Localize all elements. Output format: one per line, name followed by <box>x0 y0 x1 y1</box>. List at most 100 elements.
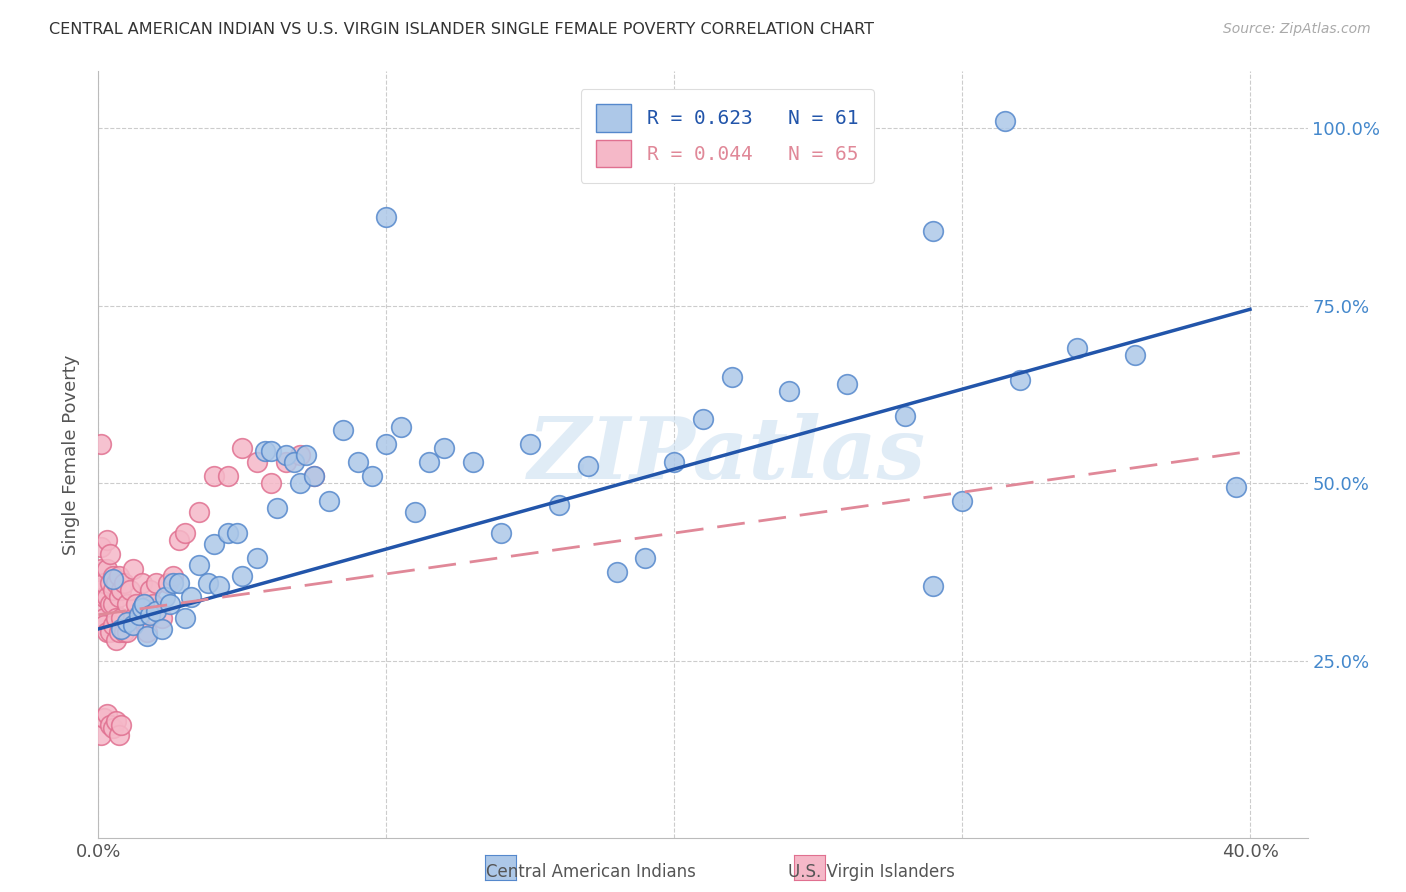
Point <box>994 114 1017 128</box>
Point <box>1123 349 1146 363</box>
Point <box>346 455 368 469</box>
Point <box>101 722 124 736</box>
Point <box>150 622 173 636</box>
Point <box>375 437 398 451</box>
Point <box>217 526 239 541</box>
Point <box>231 568 253 582</box>
Point <box>120 582 142 597</box>
Point <box>692 412 714 426</box>
Point <box>96 625 118 640</box>
Point <box>125 597 148 611</box>
Point <box>96 707 118 722</box>
Point <box>150 611 173 625</box>
Point <box>283 455 305 469</box>
Point <box>110 611 132 625</box>
Text: U.S. Virgin Islanders: U.S. Virgin Islanders <box>789 863 955 881</box>
Point <box>375 210 398 224</box>
Point <box>159 597 181 611</box>
Point <box>122 611 145 625</box>
Point <box>389 419 412 434</box>
Point <box>288 448 311 462</box>
Point <box>576 458 599 473</box>
Point <box>173 611 195 625</box>
Text: Central American Indians: Central American Indians <box>485 863 696 881</box>
Text: ZIPatlas: ZIPatlas <box>529 413 927 497</box>
Point <box>107 625 129 640</box>
Point <box>104 632 127 647</box>
Point <box>101 568 124 582</box>
Point <box>134 597 156 611</box>
Point <box>134 597 156 611</box>
Point <box>153 590 176 604</box>
Point <box>634 550 657 565</box>
Point <box>156 575 179 590</box>
Point <box>136 629 159 643</box>
Point <box>101 582 124 597</box>
Point <box>107 729 129 743</box>
Point <box>107 590 129 604</box>
Point <box>136 625 159 640</box>
Point <box>162 575 184 590</box>
Point <box>142 597 165 611</box>
Point <box>188 505 211 519</box>
Point <box>93 618 115 632</box>
Point <box>104 575 127 590</box>
Point <box>231 441 253 455</box>
Point <box>491 526 513 541</box>
Point <box>461 455 484 469</box>
Point <box>90 561 112 575</box>
Point <box>139 607 162 622</box>
Point <box>122 618 145 632</box>
Point <box>96 590 118 604</box>
Point <box>208 579 231 593</box>
Point <box>254 444 277 458</box>
Point <box>180 590 202 604</box>
Point <box>110 582 132 597</box>
Point <box>112 575 135 590</box>
Legend: R = 0.623   N = 61, R = 0.044   N = 65: R = 0.623 N = 61, R = 0.044 N = 65 <box>581 88 873 183</box>
Point <box>101 572 124 586</box>
Point <box>225 526 247 541</box>
Point <box>922 579 945 593</box>
Point <box>115 625 138 640</box>
Point <box>93 590 115 604</box>
Point <box>131 600 153 615</box>
Point <box>778 384 800 398</box>
Point <box>922 224 945 238</box>
Point <box>217 469 239 483</box>
Point <box>104 611 127 625</box>
Point <box>1066 342 1088 356</box>
Point <box>246 550 269 565</box>
Text: Source: ZipAtlas.com: Source: ZipAtlas.com <box>1223 22 1371 37</box>
Point <box>93 611 115 625</box>
Point <box>101 618 124 632</box>
Point <box>332 423 354 437</box>
Point <box>122 561 145 575</box>
Point <box>167 575 190 590</box>
Point <box>519 437 541 451</box>
Point <box>433 441 456 455</box>
Point <box>835 376 858 391</box>
Point <box>950 494 973 508</box>
Point <box>197 575 219 590</box>
Point <box>361 469 384 483</box>
Point <box>274 448 297 462</box>
Point <box>115 597 138 611</box>
Point <box>1225 480 1247 494</box>
Y-axis label: Single Female Poverty: Single Female Poverty <box>62 355 80 555</box>
Point <box>145 604 167 618</box>
Point <box>128 607 150 622</box>
Point <box>104 714 127 729</box>
Point <box>404 505 426 519</box>
Point <box>115 615 138 629</box>
Point <box>98 575 121 590</box>
Point <box>548 498 571 512</box>
Point <box>167 533 190 548</box>
Point <box>90 437 112 451</box>
Point <box>1008 373 1031 387</box>
Point <box>98 625 121 640</box>
Point <box>98 718 121 732</box>
Point <box>96 533 118 548</box>
Point <box>93 575 115 590</box>
Point <box>720 369 742 384</box>
